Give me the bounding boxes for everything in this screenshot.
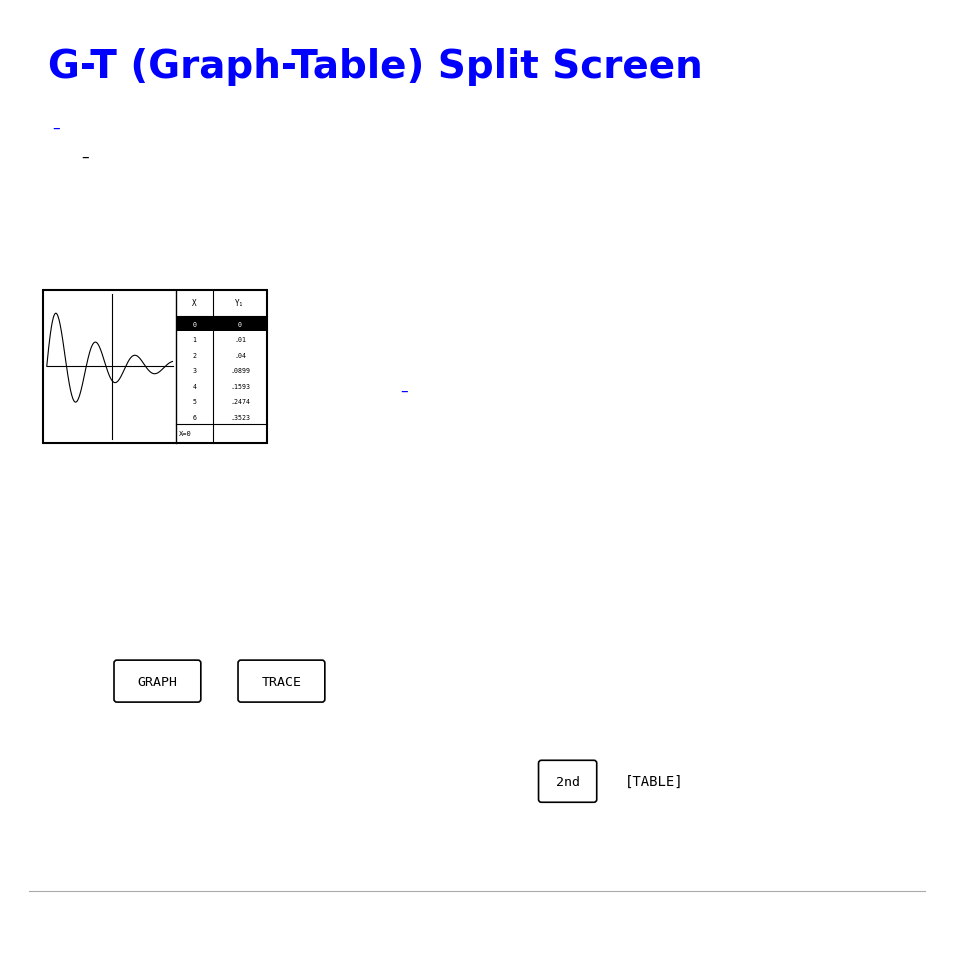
Text: 2nd: 2nd bbox=[555, 775, 579, 788]
Text: Y₁: Y₁ bbox=[235, 299, 244, 308]
FancyBboxPatch shape bbox=[537, 760, 596, 802]
Text: .01: .01 bbox=[233, 336, 246, 343]
FancyBboxPatch shape bbox=[237, 660, 324, 702]
Text: .0899: .0899 bbox=[230, 368, 250, 374]
Text: 6: 6 bbox=[193, 415, 196, 420]
Text: –: – bbox=[52, 121, 60, 136]
Text: 3: 3 bbox=[193, 368, 196, 374]
Text: G-T (Graph-Table) Split Screen: G-T (Graph-Table) Split Screen bbox=[48, 48, 701, 86]
Text: .2474: .2474 bbox=[230, 398, 250, 405]
Text: 1: 1 bbox=[193, 336, 196, 343]
Text: GRAPH: GRAPH bbox=[137, 675, 177, 688]
Bar bbox=[176, 316, 267, 332]
Text: 4: 4 bbox=[193, 383, 196, 389]
Text: .04: .04 bbox=[233, 353, 246, 358]
Text: [TABLE]: [TABLE] bbox=[624, 775, 682, 788]
Text: 0: 0 bbox=[237, 321, 242, 327]
FancyBboxPatch shape bbox=[114, 660, 201, 702]
Text: .1593: .1593 bbox=[230, 383, 250, 389]
Text: –: – bbox=[81, 150, 89, 165]
Text: 0: 0 bbox=[193, 321, 196, 327]
Text: 2: 2 bbox=[193, 353, 196, 358]
Text: X=0: X=0 bbox=[179, 431, 192, 437]
Text: .3523: .3523 bbox=[230, 415, 250, 420]
Text: TRACE: TRACE bbox=[261, 675, 301, 688]
Text: X: X bbox=[192, 299, 196, 308]
Bar bbox=[43, 291, 267, 443]
Text: 5: 5 bbox=[193, 398, 196, 405]
Text: –: – bbox=[400, 383, 408, 398]
